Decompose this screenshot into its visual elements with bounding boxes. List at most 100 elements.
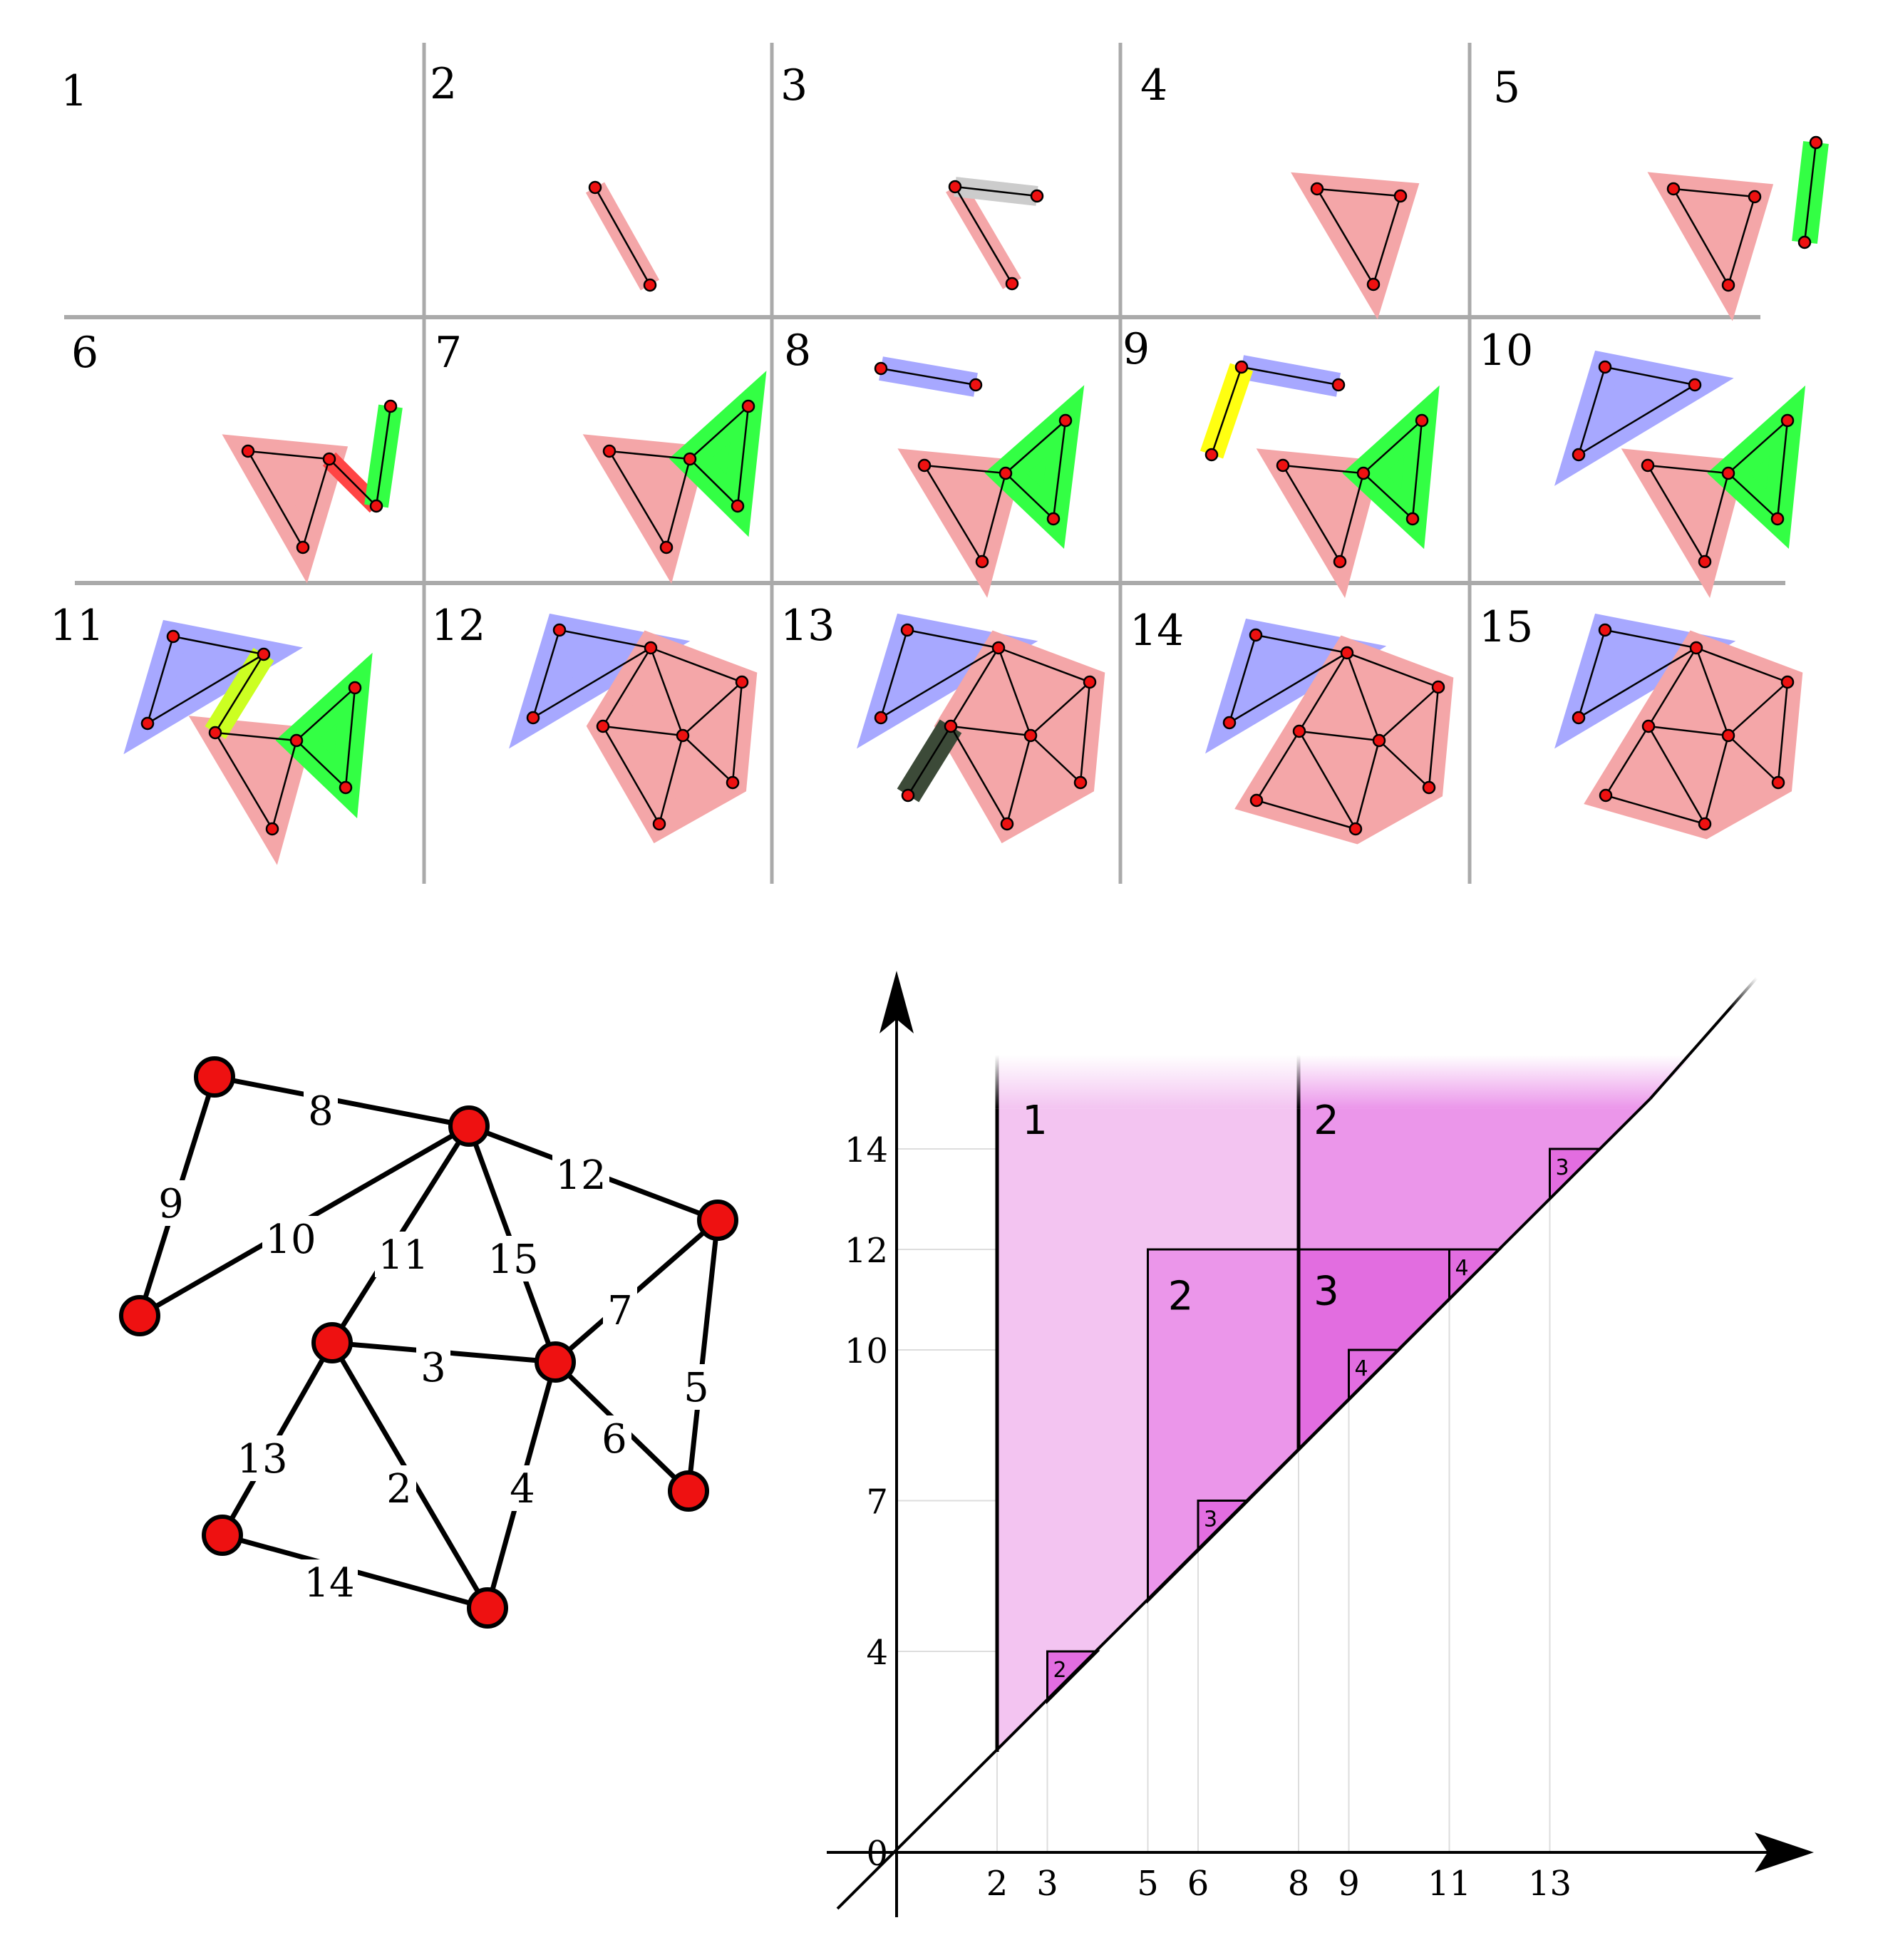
panel-13-complex	[857, 613, 1105, 844]
vertex-dot	[1249, 628, 1263, 642]
vertex-dot	[296, 540, 310, 555]
simplex-edge	[1005, 420, 1066, 474]
simplex-edge	[1696, 646, 1788, 684]
vertex-dot	[588, 180, 602, 195]
edge-label-15: 15	[487, 1237, 538, 1283]
simplex-edge	[608, 450, 668, 548]
panel-8-complex	[874, 356, 1085, 598]
vertex-dot	[1005, 277, 1019, 291]
edge-label-13: 13	[237, 1436, 287, 1482]
vertex-dot	[208, 726, 222, 740]
vertex-dot	[1641, 458, 1655, 473]
vertex-dot	[339, 780, 353, 795]
simplex-edge	[1703, 473, 1730, 562]
vertex-dot	[1698, 555, 1712, 569]
vertex-dot	[676, 728, 690, 743]
simplex-edge	[594, 187, 651, 286]
simplex-edge	[949, 726, 1008, 825]
vertex-dot	[874, 361, 888, 376]
graph-vertex	[194, 1056, 235, 1098]
vertex-dot	[602, 444, 616, 458]
simplex-edge	[731, 681, 743, 783]
graph-edge	[686, 1219, 721, 1492]
simplex-edge	[1346, 651, 1439, 688]
simplex-edge	[1577, 366, 1606, 455]
edge-label-8: 8	[308, 1088, 334, 1135]
panel-9-label: 9	[1123, 324, 1150, 374]
box-label: 4	[1355, 1356, 1368, 1381]
graph-edge	[214, 1074, 470, 1129]
graph-vertices	[119, 1056, 738, 1629]
vertex-dot	[1000, 817, 1014, 831]
simplex-edge	[1228, 634, 1257, 723]
vertex-dot	[1641, 719, 1656, 733]
simplex-edge	[1298, 731, 1357, 830]
vertex-dot	[1276, 458, 1290, 473]
simplex-edge	[602, 726, 661, 825]
y-tick-14: 14	[845, 1130, 888, 1170]
vertex-dot	[596, 719, 610, 733]
simplex-edge	[1578, 646, 1697, 719]
region-label-3: 2	[1168, 1274, 1194, 1320]
vertex-dot	[1046, 512, 1061, 526]
simplex-edge	[1299, 730, 1380, 742]
panel-15-complex	[1554, 613, 1803, 840]
simplex-edge	[532, 629, 561, 718]
vertex-dot	[1721, 278, 1735, 292]
class-line-8-fade	[1296, 1055, 1301, 1109]
vertex-dot	[917, 458, 932, 473]
vertex-dot	[683, 452, 697, 466]
simplex-edge	[1241, 366, 1339, 386]
x-tick-8: 8	[1288, 1864, 1310, 1904]
panel-15-label: 15	[1479, 602, 1533, 652]
simplex-edge	[1346, 652, 1381, 741]
simplex-edge	[1354, 740, 1381, 830]
panel-14-label: 14	[1130, 606, 1184, 656]
vertex-dot	[166, 629, 180, 644]
simplex-edge	[1005, 473, 1054, 520]
vertex-dot	[1809, 135, 1823, 150]
simplex-edge	[214, 732, 274, 830]
simplex-edge	[1695, 647, 1730, 736]
vertex-dot	[1333, 555, 1347, 569]
panel-5-label: 5	[1493, 63, 1520, 113]
vertex-dot	[1698, 817, 1712, 831]
simplex-edge	[146, 636, 175, 724]
edge-label-bg	[597, 1415, 631, 1461]
edge-label-bg	[375, 1232, 432, 1277]
vertex-dot	[969, 378, 983, 392]
simplex-edge	[907, 629, 999, 649]
diagram-axes	[827, 971, 1814, 1917]
vertex-dot	[369, 499, 383, 513]
y-tick-12: 12	[845, 1231, 888, 1271]
simplex-edge	[1728, 735, 1779, 783]
simplex-edge	[1338, 473, 1365, 562]
simplex-edge	[296, 687, 356, 741]
simplex-edge	[650, 646, 743, 684]
vertex-dot	[241, 444, 255, 458]
simplex-edge	[375, 406, 392, 507]
y-tick-7: 7	[866, 1482, 888, 1522]
simplex-edge	[147, 653, 264, 725]
panel-7-complex	[582, 371, 767, 584]
y-axis-arrow	[879, 971, 914, 1033]
edge-label-5: 5	[683, 1365, 709, 1411]
simplex-edge	[682, 735, 733, 783]
region-fade-2	[1299, 1055, 1694, 1109]
vertex-dot	[643, 278, 657, 292]
simplex-edge	[954, 186, 1013, 284]
panel-7-label: 7	[435, 328, 462, 378]
vertex-dot	[1666, 182, 1681, 196]
simplex-edge	[997, 647, 1032, 736]
vertex-dot	[735, 675, 749, 689]
box-label: 3	[1556, 1155, 1569, 1180]
x-tick-2: 2	[986, 1864, 1008, 1904]
simplex-edge	[1776, 420, 1789, 520]
simplex-edge	[247, 450, 304, 548]
vertex-dot	[659, 540, 674, 555]
simplex-edge	[981, 473, 1007, 562]
vertex-dot	[1356, 466, 1371, 480]
simplex-edge	[1298, 652, 1348, 732]
simplex-edge	[1079, 681, 1091, 783]
